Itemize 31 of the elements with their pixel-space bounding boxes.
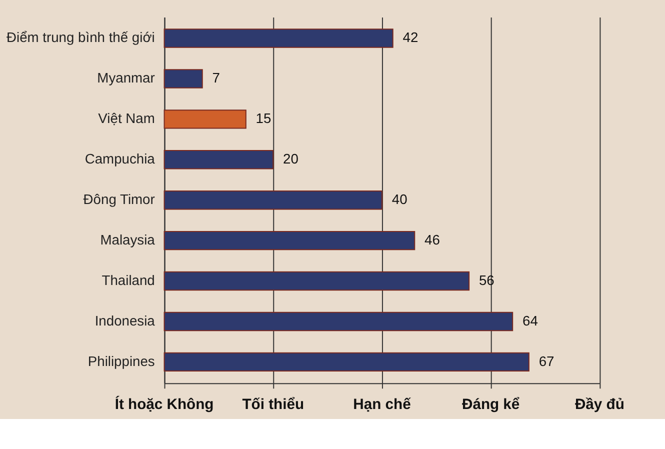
- y-tick-label: Philippines: [88, 352, 155, 369]
- bar: [164, 150, 274, 170]
- text: Ít hoặc Không: [114, 394, 214, 413]
- y-tick-label: Malaysia: [100, 232, 156, 248]
- data-label: 64: [522, 312, 538, 328]
- data-label: 42: [402, 29, 418, 46]
- y-tick-label: Campuchia: [84, 150, 156, 167]
- bar: [164, 312, 514, 332]
- y-tick-label: Indonesia: [94, 312, 156, 328]
- y-tick-label: Myanmar: [97, 70, 156, 86]
- bar: [164, 352, 530, 372]
- data-label: 40: [392, 191, 408, 208]
- bar: [164, 110, 246, 129]
- data-label: 7: [212, 70, 220, 86]
- bar: [164, 271, 470, 291]
- data-label: 46: [424, 232, 440, 248]
- bar: [164, 230, 416, 250]
- bar: [164, 190, 382, 210]
- text: Đáng kể: [462, 396, 520, 413]
- bar: [164, 28, 394, 48]
- text: Hạn chế: [353, 396, 412, 413]
- data-label: 67: [538, 352, 554, 369]
- text: Tối thiểu: [242, 396, 304, 413]
- y-tick-label: Thailand: [102, 272, 155, 288]
- y-tick-label: Việt Nam: [98, 110, 155, 126]
- y-tick-label: Điểm trung bình thế giới: [6, 29, 155, 46]
- text: Đầy đủ: [574, 396, 624, 413]
- y-tick-label: Đông Timor: [83, 191, 156, 208]
- bar: [164, 69, 203, 88]
- data-label: 20: [283, 150, 299, 167]
- data-label: 15: [256, 110, 272, 126]
